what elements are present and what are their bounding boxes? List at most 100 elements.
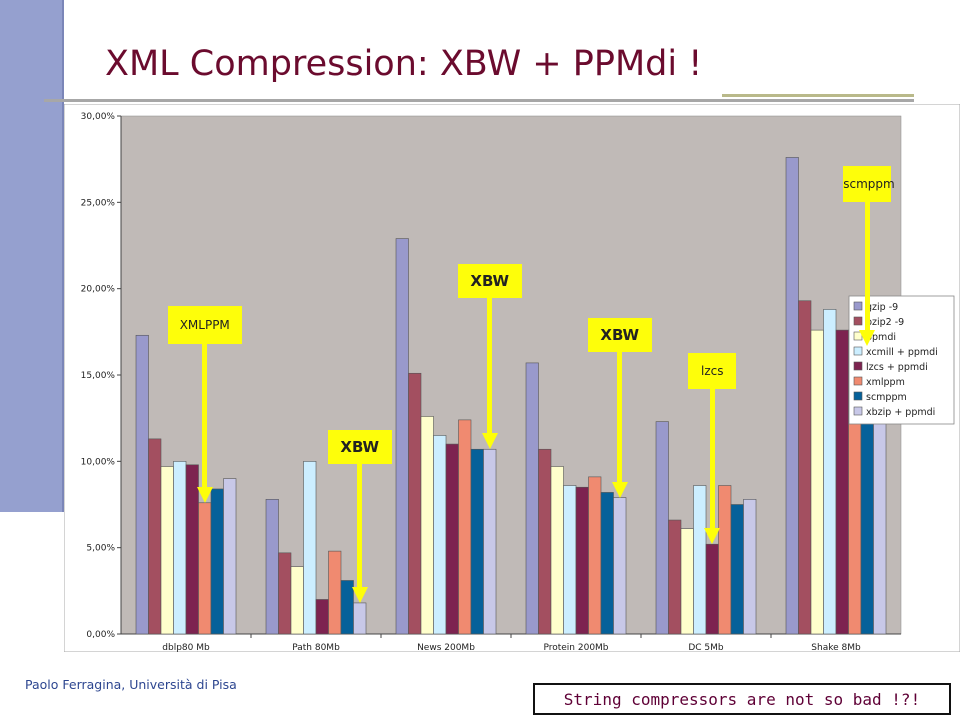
- y-tick-label: 15,00%: [81, 371, 116, 381]
- bar: [563, 485, 577, 635]
- legend-label: xbzip + ppmdi: [866, 407, 935, 418]
- bar: [525, 362, 539, 635]
- category-label: dblp80 Mb: [162, 643, 210, 652]
- legend-swatch: [853, 376, 863, 386]
- bar: [135, 334, 149, 635]
- y-tick-label: 30,00%: [81, 112, 116, 122]
- annotation-arrow-head: [196, 486, 213, 503]
- bar: [538, 448, 552, 635]
- annotation-label: scmppm: [843, 166, 895, 202]
- annotation-arrow-shaft: [864, 202, 870, 330]
- compression-bar-chart: 0,00% 5,00% 10,00% 15,00% 20,00% 25,00% 30,00%…: [64, 104, 960, 652]
- category-label: Path 80Mb: [292, 643, 340, 652]
- bar: [823, 309, 837, 635]
- note-box: String compressors are not so bad !?!: [533, 683, 951, 715]
- chart-axes: [117, 115, 901, 638]
- bar: [655, 421, 669, 635]
- legend-label: ppmdi: [866, 332, 896, 343]
- category-label: DC 5Mb: [688, 643, 724, 652]
- bar: [210, 488, 224, 635]
- bar: [198, 502, 212, 635]
- title-underline-accent: [722, 94, 914, 97]
- bar: [223, 478, 237, 635]
- bar: [395, 238, 409, 635]
- y-tick-label: 5,00%: [86, 544, 115, 554]
- bar: [835, 329, 849, 635]
- title-underline: [44, 99, 914, 102]
- bar: [743, 499, 757, 635]
- bar: [705, 543, 719, 635]
- legend-label: bzip2 -9: [866, 317, 904, 328]
- annotation-arrow-head: [704, 528, 721, 545]
- footer-credit: Paolo Ferragina, Università di Pisa: [25, 677, 237, 692]
- legend-label: xcmill + ppmdi: [866, 347, 938, 358]
- annotation-arrow-head: [481, 433, 498, 450]
- bar: [600, 492, 614, 635]
- bar: [785, 157, 799, 635]
- left-accent-bar: [0, 0, 64, 512]
- bar: [420, 416, 434, 635]
- legend-label: scmppm: [866, 392, 907, 403]
- annotation-arrow-shaft: [202, 344, 208, 487]
- bar: [613, 497, 627, 635]
- category-label: Shake 8Mb: [811, 643, 861, 652]
- slide-title: XML Compression: XBW + PPMdi !: [105, 44, 703, 84]
- annotation-arrow-shaft: [709, 389, 715, 529]
- annotation-arrow-head: [351, 586, 368, 603]
- bar: [433, 435, 447, 635]
- annotation-label: XBW: [587, 318, 652, 352]
- bar: [303, 461, 317, 635]
- annotation-label: lzcs: [688, 353, 737, 389]
- bar: [718, 485, 732, 635]
- bar: [315, 599, 329, 635]
- legend-label: xmlppm: [866, 377, 905, 388]
- bar: [278, 552, 292, 635]
- bar: [668, 519, 682, 635]
- bar: [588, 476, 602, 635]
- bar: [693, 485, 707, 635]
- bar: [408, 372, 422, 635]
- bar: [458, 419, 472, 635]
- category-label: News 200Mb: [417, 643, 475, 652]
- y-tick-label: 10,00%: [81, 457, 116, 467]
- y-tick-label: 0,00%: [86, 630, 115, 640]
- annotation-arrow-shaft: [487, 298, 493, 434]
- annotation-label: XMLPPM: [167, 306, 242, 344]
- bar: [550, 466, 564, 635]
- legend-swatch: [853, 391, 863, 401]
- bar: [160, 466, 174, 635]
- bar: [148, 438, 162, 635]
- y-tick-label: 25,00%: [81, 198, 116, 208]
- legend-swatch: [853, 301, 863, 311]
- legend-label: lzcs + ppmdi: [866, 362, 928, 373]
- y-tick-labels: 0,00% 5,00% 10,00% 15,00% 20,00% 25,00% 30,00%: [81, 112, 116, 640]
- bar: [483, 448, 497, 635]
- plot-area: [120, 115, 902, 635]
- legend-swatch: [853, 406, 863, 416]
- legend-swatch: [853, 361, 863, 371]
- legend-swatch: [853, 346, 863, 356]
- bar: [680, 528, 694, 635]
- y-tick-label: 20,00%: [81, 285, 116, 295]
- bar: [265, 499, 279, 635]
- bar: [328, 550, 342, 635]
- legend-swatch: [853, 316, 863, 326]
- bar: [810, 329, 824, 635]
- bar: [470, 448, 484, 635]
- bar: [290, 566, 304, 635]
- annotation-label: XBW: [327, 430, 392, 464]
- category-label: Protein 200Mb: [543, 643, 608, 652]
- bar: [353, 602, 367, 635]
- bar: [173, 461, 187, 635]
- bar: [575, 486, 589, 635]
- annotation-arrow-head: [859, 329, 876, 346]
- legend-label: gzip -9: [866, 302, 898, 313]
- annotation-arrow-head: [611, 481, 628, 498]
- annotation-arrow-shaft: [617, 352, 623, 482]
- bar: [445, 443, 459, 635]
- bars-group: [135, 157, 887, 635]
- annotation-label: XBW: [457, 264, 522, 298]
- category-labels: dblp80 Mb Path 80Mb News 200Mb Protein 200M…: [162, 643, 861, 652]
- bar: [730, 504, 744, 635]
- bar: [798, 300, 812, 635]
